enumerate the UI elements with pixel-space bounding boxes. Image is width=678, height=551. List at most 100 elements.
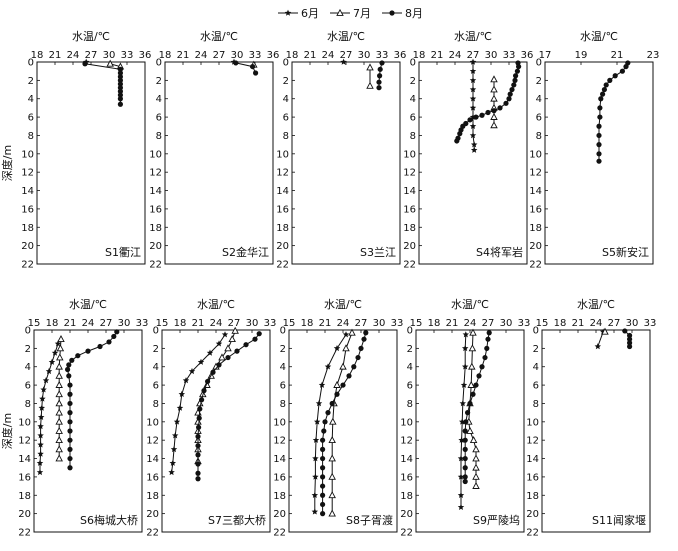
y-tick-label: 0 [156, 58, 162, 69]
y-tick-label: 12 [146, 436, 159, 447]
data-point [318, 381, 326, 388]
y-tick-label: 10 [276, 149, 289, 160]
x-tick-label: 36 [521, 50, 534, 61]
data-point [37, 450, 44, 457]
panel-6: 15 18 21 24 27 30 33水温/℃0246810121416182022S6梅… [18, 298, 148, 539]
y-tick-label: 20 [403, 241, 416, 252]
data-point [462, 428, 468, 434]
data-point [224, 344, 232, 352]
y-tick-label: 2 [153, 344, 159, 355]
data-point [490, 112, 498, 120]
data-point [328, 436, 336, 444]
y-tick-label: 0 [28, 58, 34, 69]
y-tick-label: 20 [21, 241, 34, 252]
data-point [467, 117, 473, 123]
data-point [469, 95, 477, 102]
x-tick-label: 21 [572, 318, 585, 329]
plot-frame [291, 61, 401, 265]
data-point [470, 146, 478, 153]
y-tick-label: 0 [536, 58, 542, 69]
data-point [607, 77, 613, 83]
data-point [206, 349, 214, 356]
data-point [454, 138, 460, 144]
panel-4: 18 21 24 27 30 33 36水温/℃0246810121416182022S4将… [403, 30, 533, 271]
data-point [597, 114, 603, 120]
x-tick-label: 24 [322, 50, 335, 61]
data-point [215, 340, 223, 347]
y-tick-label: 16 [529, 204, 542, 215]
y-tick-label: 2 [407, 344, 413, 355]
y-tick-label: 22 [146, 528, 159, 539]
data-point [627, 336, 633, 342]
data-point [324, 363, 332, 370]
data-point [490, 85, 498, 93]
data-point [472, 481, 480, 489]
data-point [225, 354, 231, 361]
data-point [627, 332, 633, 339]
y-tick-label: 6 [536, 113, 542, 124]
x-tick-label: 24 [195, 50, 208, 61]
legend-marker-1 [284, 9, 292, 16]
data-point [598, 96, 604, 102]
y-tick-label: 0 [407, 326, 413, 337]
y-tick-label: 22 [276, 260, 289, 271]
data-point [346, 373, 352, 379]
plot-frame [541, 329, 651, 533]
x-tick-label: 21 [177, 50, 190, 61]
x-tick-label: 21 [192, 318, 205, 329]
x-tick-label: 21 [611, 50, 624, 61]
x-tick-label: 21 [446, 318, 459, 329]
data-point [56, 353, 64, 361]
x-tick-label: 27 [608, 318, 621, 329]
legend-label-3: 8月 [405, 7, 423, 20]
panel-8: 15 18 21 24 27 30 33水温/℃0246810121416182022S8子… [273, 298, 403, 539]
data-point [250, 63, 256, 70]
data-point [462, 455, 468, 462]
panel-9: 15 18 21 24 27 30 33水温/℃0246810121416182022S9严… [400, 298, 530, 539]
x-tick-label: 27 [228, 318, 241, 329]
data-point [469, 76, 477, 84]
data-point [117, 77, 123, 83]
y-tick-label: 14 [18, 454, 31, 465]
x-axis-label: 水温/℃ [327, 30, 365, 43]
data-point [457, 503, 465, 510]
y-tick-label: 6 [407, 381, 413, 392]
y-tick-label: 4 [153, 362, 159, 373]
y-tick-label: 20 [146, 509, 159, 520]
x-axis-label: 水温/℃ [454, 30, 492, 43]
data-point [469, 58, 477, 65]
data-point [216, 362, 222, 368]
y-tick-label: 14 [273, 454, 286, 465]
y-tick-label: 4 [156, 94, 162, 105]
data-point [596, 142, 602, 148]
series-line [67, 331, 118, 468]
data-point [36, 468, 44, 476]
data-point [490, 75, 498, 83]
data-point [513, 73, 519, 79]
panel-title: S4将军岩 [476, 245, 523, 259]
data-point [195, 452, 201, 458]
y-tick-label: 14 [276, 186, 289, 197]
y-tick-label: 10 [146, 417, 159, 428]
data-point [509, 86, 515, 93]
y-tick-label: 14 [149, 186, 162, 197]
x-tick-label: 21 [304, 50, 317, 61]
y-tick-label: 12 [276, 168, 289, 179]
data-point [514, 68, 521, 74]
data-point [315, 400, 323, 407]
data-point [188, 367, 196, 375]
x-tick-label: 21 [64, 318, 77, 329]
data-point [320, 474, 326, 480]
y-tick-label: 12 [529, 168, 542, 179]
data-point [325, 410, 331, 416]
y-tick-label: 8 [410, 131, 416, 142]
panel-title: S8子胥渡 [346, 513, 393, 527]
data-point [462, 446, 468, 452]
y-tick-label: 6 [533, 381, 539, 392]
data-point [67, 382, 73, 388]
y-tick-label: 22 [149, 260, 162, 271]
y-tick-label: 10 [400, 417, 413, 428]
x-tick-label: 27 [85, 50, 98, 61]
y-tick-label: 18 [18, 491, 31, 502]
panel-title: S6梅城大桥 [80, 513, 138, 527]
